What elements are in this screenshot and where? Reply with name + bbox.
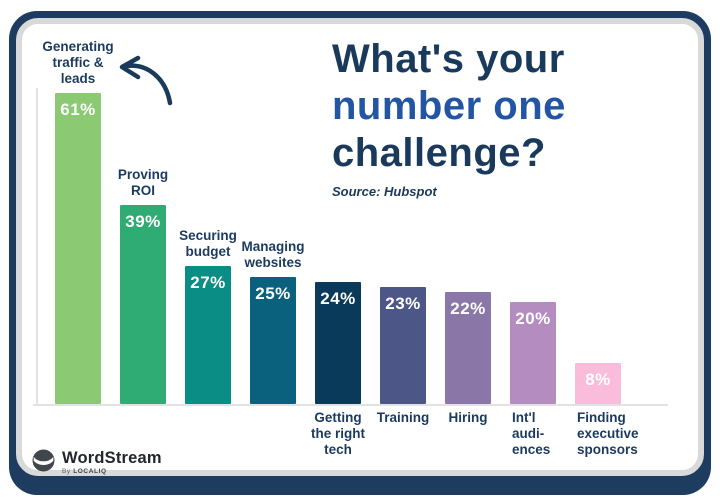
- bar-proving-roi: 39%: [120, 205, 166, 404]
- logo-byline: By LOCALIQ: [62, 468, 162, 475]
- bar-label-proving-roi: Proving ROI: [117, 167, 169, 198]
- bar-label-intl-audi--ences: Int'l audi-ences: [512, 410, 551, 457]
- bar-label-generating-traffic-leads: Generating traffic & leads: [42, 39, 114, 86]
- title-line-3: challenge?: [332, 131, 546, 175]
- bar-label-hiring: Hiring: [448, 410, 488, 425]
- source-label: Source: Hubspot: [332, 184, 437, 199]
- bar-value-label: 25%: [255, 284, 291, 303]
- bar-value-label: 27%: [190, 273, 226, 292]
- logo-byline-prefix: By: [62, 468, 71, 475]
- bar-label-getting-theright-tech: Getting the right tech: [311, 410, 365, 457]
- x-axis-line: [33, 404, 668, 406]
- bar-value-label: 8%: [585, 370, 611, 389]
- bar-value-label: 22%: [450, 299, 486, 318]
- bar-value-label: 61%: [60, 100, 96, 119]
- bar-finding-executive-sponsors: 8%: [575, 363, 621, 404]
- wordstream-logo-icon: [32, 449, 55, 472]
- curved-arrow-icon: [119, 55, 173, 106]
- logo-brand-text: WordStream: [62, 449, 162, 467]
- bar-securing-budget: 27%: [185, 266, 231, 404]
- y-axis-line: [36, 88, 38, 405]
- bar-label-managing-websites: Managing websites: [241, 239, 305, 270]
- chart-title: What's your number one challenge? Source…: [332, 36, 672, 199]
- bar-hiring: 22%: [445, 292, 491, 404]
- logo-byline-brand: LOCALIQ: [73, 468, 107, 475]
- bar-label-finding-executive-sponsors: Finding executive sponsors: [577, 410, 639, 457]
- bar-managing-websites: 25%: [250, 277, 296, 404]
- title-line-1: What's your: [332, 37, 565, 81]
- bar-intl-audi--ences: 20%: [510, 302, 556, 404]
- title-line-2: number one: [332, 84, 566, 128]
- bar-training: 23%: [380, 287, 426, 404]
- bar-getting-theright-tech: 24%: [315, 282, 361, 404]
- wordstream-logo: WordStream By LOCALIQ: [32, 449, 162, 475]
- bar-label-securing-budget: Securing budget: [179, 228, 237, 259]
- bar-value-label: 24%: [320, 289, 356, 308]
- bar-generating-traffic-leads: 61%: [55, 93, 101, 404]
- bar-value-label: 23%: [385, 294, 421, 313]
- bar-value-label: 39%: [125, 212, 161, 231]
- bar-label-training: Training: [376, 410, 430, 425]
- bar-value-label: 20%: [515, 309, 551, 328]
